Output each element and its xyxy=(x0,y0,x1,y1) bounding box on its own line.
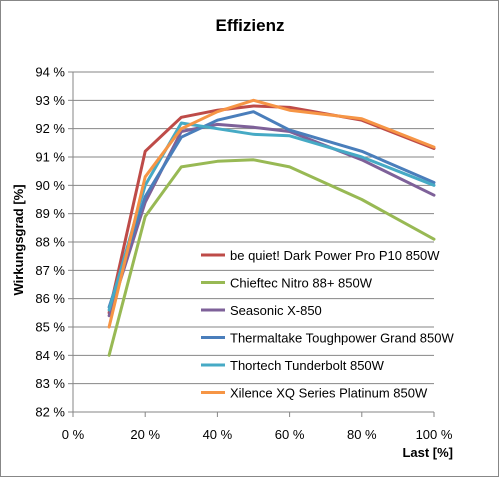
x-tick-label: 40 % xyxy=(203,427,233,442)
y-tick-label: 90 % xyxy=(35,178,65,193)
x-tick-label: 80 % xyxy=(347,427,377,442)
y-tick-label: 85 % xyxy=(35,320,65,335)
x-axis-title: Last [%] xyxy=(402,445,453,460)
legend-label: Thortech Tunderbolt 850W xyxy=(230,358,385,373)
legend-label: Xilence XQ Series Platinum 850W xyxy=(230,386,428,401)
legend: be quiet! Dark Power Pro P10 850W Chiefte… xyxy=(201,248,454,401)
series-line xyxy=(107,122,436,318)
legend-label: Thermaltake Toughpower Grand 850W xyxy=(230,331,454,346)
y-tick-label: 84 % xyxy=(35,348,65,363)
y-tick-label: 94 % xyxy=(35,65,65,80)
series-line xyxy=(107,98,436,329)
y-axis-title: Wirkungsgrad [%] xyxy=(11,184,26,295)
y-tick-label: 86 % xyxy=(35,291,65,306)
legend-label: Seasonic X-850 xyxy=(230,303,322,318)
chart-title: Effizienz xyxy=(216,16,285,35)
y-tick-label: 82 % xyxy=(35,405,65,420)
y-tick-label: 83 % xyxy=(35,376,65,391)
y-tick-label: 93 % xyxy=(35,93,65,108)
legend-label: be quiet! Dark Power Pro P10 850W xyxy=(230,248,440,263)
axes xyxy=(68,71,435,417)
x-tick-label: 0 % xyxy=(62,427,85,442)
y-tick-label: 91 % xyxy=(35,150,65,165)
x-tick-label: 20 % xyxy=(130,427,160,442)
y-tick-label: 87 % xyxy=(35,263,65,278)
y-tick-label: 92 % xyxy=(35,121,65,136)
series-lines xyxy=(107,98,436,357)
legend-label: Chieftec Nitro 88+ 850W xyxy=(230,276,373,291)
series-line xyxy=(107,158,436,357)
series-line xyxy=(107,121,436,312)
y-tick-label: 89 % xyxy=(35,206,65,221)
y-tick-label: 88 % xyxy=(35,235,65,250)
tick-labels: 82 % 83 % 84 % 85 % 86 % 87 % 88 % 89 % 90 % 91 %… xyxy=(35,65,453,443)
x-tick-label: 100 % xyxy=(416,427,453,442)
series-line xyxy=(107,110,436,309)
x-tick-label: 60 % xyxy=(275,427,305,442)
